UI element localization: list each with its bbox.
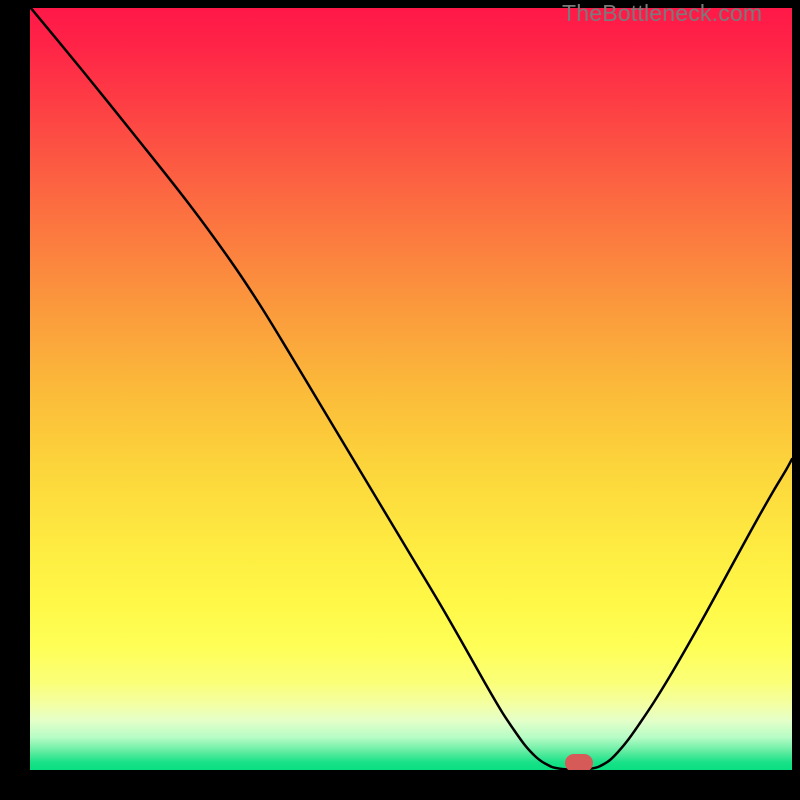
plot-svg — [0, 0, 800, 800]
frame-border-left — [0, 0, 30, 800]
frame-border-bottom — [0, 770, 800, 800]
bottleneck-curve — [30, 7, 792, 770]
gradient-background — [30, 8, 792, 770]
watermark-text: TheBottleneck.com — [562, 0, 762, 27]
frame-border-right — [792, 0, 800, 800]
chart-stage: TheBottleneck.com — [0, 0, 800, 800]
